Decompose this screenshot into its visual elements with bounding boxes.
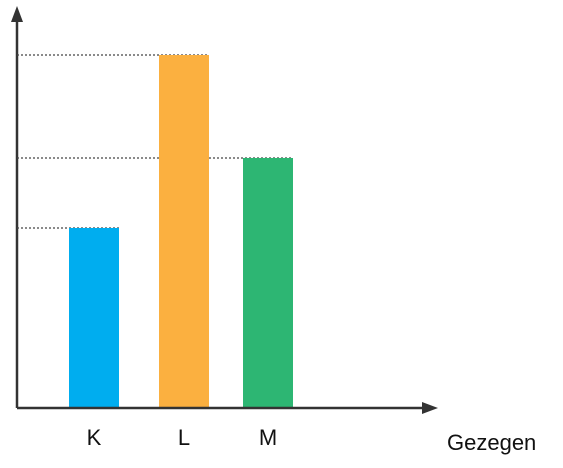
bar bbox=[243, 158, 293, 408]
x-tick-label: L bbox=[178, 425, 190, 450]
x-axis-arrow bbox=[422, 402, 438, 414]
bar bbox=[69, 228, 119, 408]
x-axis-label: Gezegen bbox=[447, 430, 536, 455]
bar bbox=[159, 55, 209, 408]
x-tick-label: M bbox=[259, 425, 277, 450]
y-axis-arrow bbox=[11, 6, 23, 22]
x-tick-label: K bbox=[87, 425, 102, 450]
